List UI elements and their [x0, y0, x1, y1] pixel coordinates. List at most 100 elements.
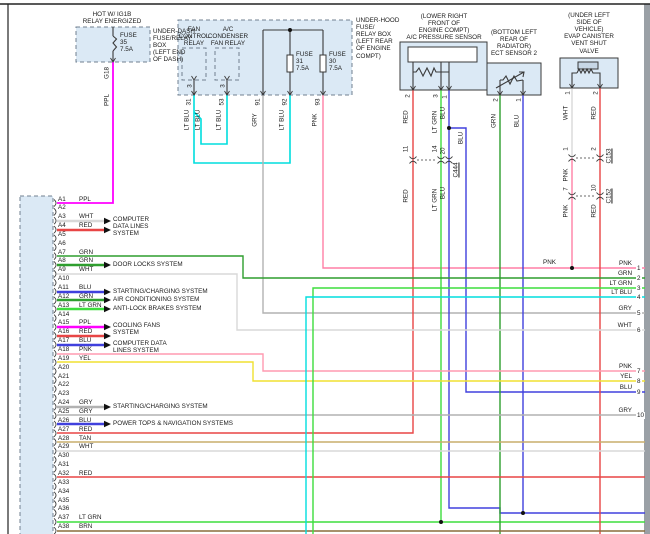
inline-connector-icon	[568, 154, 576, 158]
pin-bracket-icon	[53, 509, 57, 517]
system-arrow-icon	[104, 403, 111, 411]
inline-connector-icon	[568, 158, 576, 162]
pin-bracket-icon	[53, 500, 57, 508]
pin-bracket-icon	[53, 287, 57, 296]
pin-bracket-icon	[53, 411, 57, 420]
pin-exit-arrow-icon	[260, 90, 266, 96]
wire-ltblu-row4-riser	[305, 296, 645, 534]
pcm-connector-box	[19, 195, 54, 534]
junction-dot	[439, 520, 443, 524]
system-arrow-icon	[104, 332, 111, 340]
pin-bracket-icon	[53, 518, 57, 526]
pin-bracket-icon	[53, 296, 57, 305]
pin-exit-arrow-icon	[191, 75, 197, 81]
pin-bracket-icon	[53, 358, 57, 367]
pin-bracket-icon	[53, 429, 57, 438]
junction-dot	[521, 511, 525, 515]
wire-blu-acs-main	[448, 90, 645, 514]
junction-dot	[570, 266, 574, 270]
pin-bracket-icon	[53, 420, 57, 429]
junction-dot	[288, 28, 292, 32]
pin-bracket-icon	[53, 526, 57, 534]
system-arrow-icon	[104, 341, 111, 349]
pin-bracket-icon	[53, 243, 57, 252]
wire-gry-pin91-row5	[262, 95, 645, 314]
wire-ect-arrowhead	[519, 71, 525, 78]
system-arrow-icon	[104, 226, 111, 234]
wire-pnk-pin93-row1	[322, 95, 645, 269]
pin-bracket-icon	[53, 402, 57, 411]
evap-valve-body	[577, 61, 599, 70]
system-arrow-icon	[104, 323, 111, 331]
wire-fuse35-element	[112, 35, 118, 52]
wire-evap-coil-right	[595, 72, 601, 88]
pin-bracket-icon	[53, 394, 57, 402]
inline-connector-icon	[437, 160, 445, 164]
inline-connector-icon	[596, 158, 604, 162]
pin-bracket-icon	[53, 234, 57, 243]
pin-bracket-icon	[53, 252, 57, 260]
pin-exit-arrow-icon	[446, 85, 452, 91]
fuse-31-symbol	[286, 54, 294, 73]
wire-ect-thermistor	[500, 74, 524, 86]
pin-bracket-icon	[53, 456, 57, 464]
pin-bracket-icon	[53, 491, 57, 500]
pin-exit-arrow-icon	[520, 90, 526, 96]
pin-bracket-icon	[53, 261, 57, 269]
pin-bracket-icon	[53, 323, 57, 331]
pin-exit-arrow-icon	[320, 90, 326, 96]
wire-red-acs-a27	[57, 90, 414, 434]
pin-bracket-icon	[53, 305, 57, 314]
system-arrow-icon	[104, 305, 111, 313]
wire-acs-resistor	[413, 66, 449, 78]
inline-connector-icon	[437, 156, 445, 160]
right-edge-strip	[644, 4, 650, 534]
pin-exit-arrow-icon	[438, 85, 444, 91]
wire-wht-a9-row6	[57, 273, 645, 331]
wire-grn-a7-row2	[57, 255, 645, 279]
pin-bracket-icon	[53, 225, 57, 234]
system-arrow-icon	[104, 261, 111, 269]
pin-bracket-icon	[53, 464, 57, 473]
pin-bracket-icon	[53, 340, 57, 349]
pin-bracket-icon	[53, 208, 57, 216]
pin-exit-arrow-icon	[497, 90, 503, 96]
wire-pnk-a18-row7	[57, 353, 645, 372]
pin-exit-arrow-icon	[410, 85, 416, 91]
pin-bracket-icon	[53, 482, 57, 491]
pin-bracket-icon	[53, 438, 57, 446]
system-arrow-icon	[104, 217, 111, 225]
pin-bracket-icon	[53, 447, 57, 455]
pin-exit-arrow-icon	[191, 90, 197, 96]
inline-connector-icon	[568, 192, 576, 196]
system-arrow-icon	[104, 420, 111, 428]
pin-exit-arrow-icon	[597, 83, 603, 89]
inline-connector-icon	[596, 154, 604, 158]
inline-connector-icon	[409, 156, 417, 160]
system-arrow-icon	[104, 296, 111, 304]
pin-exit-arrow-icon	[110, 57, 116, 63]
ac-pressure-sensor-inner	[407, 46, 478, 63]
pin-exit-arrow-icon	[224, 90, 230, 96]
system-arrow-icon	[104, 288, 111, 296]
pin-bracket-icon	[53, 216, 57, 225]
inline-connector-icon	[568, 196, 576, 200]
pin-bracket-icon	[53, 376, 57, 384]
wire-ltgrn-row3-riser	[312, 287, 645, 534]
wire-blu-branch-row9	[449, 127, 645, 393]
inline-connector-icon	[445, 156, 453, 160]
pin-exit-arrow-icon	[569, 83, 575, 89]
pin-bracket-icon	[53, 367, 57, 376]
pin-bracket-icon	[53, 270, 57, 278]
pin-exit-arrow-icon	[287, 90, 293, 96]
wire-evap-coil-left	[571, 72, 577, 88]
wire-ect-arrow	[495, 71, 525, 89]
inline-connector-icon	[409, 160, 417, 164]
inline-connector-icon	[445, 160, 453, 164]
wire-yel-a19-row8	[57, 361, 645, 382]
wire-ltblu-relay-loop	[193, 95, 291, 164]
junction-dot	[447, 126, 451, 130]
fuse-30-symbol	[319, 54, 327, 73]
